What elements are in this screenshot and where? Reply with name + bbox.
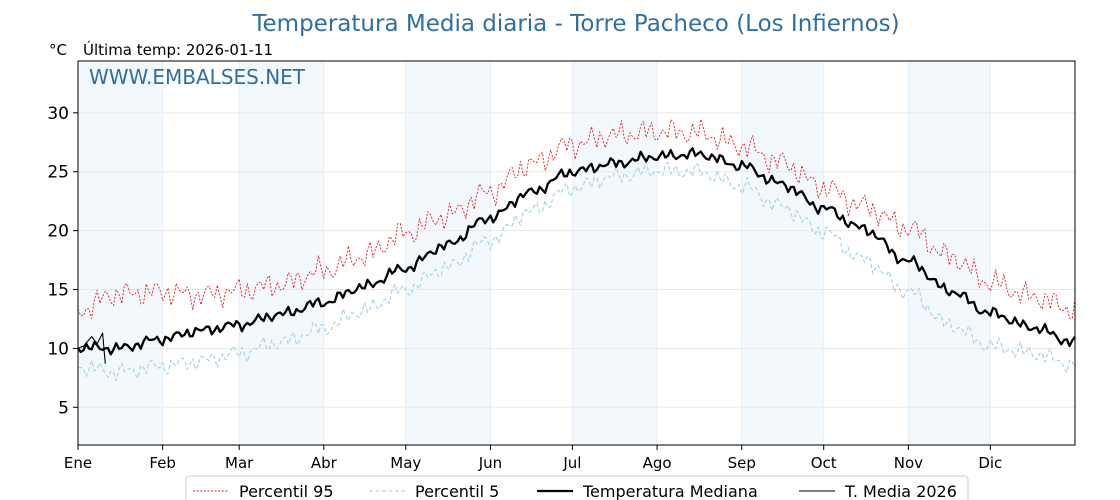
x-tick-label-ene: Ene [64, 454, 92, 472]
y-tick-label: 5 [58, 398, 69, 418]
legend-label-2: Percentil 5 [415, 482, 499, 500]
x-tick-label-may: May [390, 454, 421, 472]
x-tick-label-ago: Ago [643, 454, 672, 472]
month-band-may [405, 61, 491, 445]
month-band-mar [239, 61, 324, 445]
month-band-ene [78, 61, 163, 445]
series-line-percentil-5 [77, 161, 1076, 382]
x-tick-label-feb: Feb [149, 454, 176, 472]
month-band-nov [908, 61, 991, 445]
last-temp-label: Última temp: 2026-01-11 [83, 40, 273, 59]
x-tick-label-nov: Nov [894, 454, 923, 472]
plot-frame [77, 60, 1076, 446]
legend-label-3: Temperatura Mediana [582, 482, 758, 500]
x-tick-label-jul: Jul [562, 454, 581, 472]
x-tick-label-sep: Sep [728, 454, 756, 472]
y-tick-label: 15 [47, 281, 69, 301]
y-tick-label: 25 [47, 163, 69, 183]
series-line-t-media-2026 [77, 332, 106, 364]
series-line-percentil-95 [77, 118, 1076, 319]
legend: Percentil 95 Percentil 5 Temperatura Media… [185, 475, 969, 500]
y-axis: 5 10 15 20 25 30 [47, 104, 78, 418]
month-band-sep [741, 61, 824, 445]
legend-label-4: T. Media 2026 [844, 482, 957, 500]
legend-label-1: Percentil 95 [239, 482, 334, 500]
x-tick-label-mar: Mar [225, 454, 254, 472]
chart-title: Temperatura Media diaria - Torre Pacheco… [251, 11, 899, 37]
y-tick-label: 30 [47, 104, 69, 124]
series-line-temperatura-mediana [77, 147, 1076, 356]
x-tick-label-abr: Abr [311, 454, 338, 472]
series-layer [77, 118, 1076, 382]
x-tick-label-oct: Oct [811, 454, 837, 472]
unit-label: °C [49, 41, 67, 59]
month-band-jul [572, 61, 658, 445]
y-tick-label: 20 [47, 222, 69, 242]
watermark: WWW.EMBALSES.NET [89, 65, 306, 89]
month-bands [78, 61, 991, 445]
x-tick-label-dic: Dic [978, 454, 1002, 472]
x-tick-label-jun: Jun [478, 454, 502, 472]
legend-box [185, 475, 969, 500]
x-axis: Ene Feb Mar Abr May Jun Jul Ago Sep Oct Nov Dic [64, 445, 1002, 472]
y-tick-label: 10 [47, 339, 69, 359]
